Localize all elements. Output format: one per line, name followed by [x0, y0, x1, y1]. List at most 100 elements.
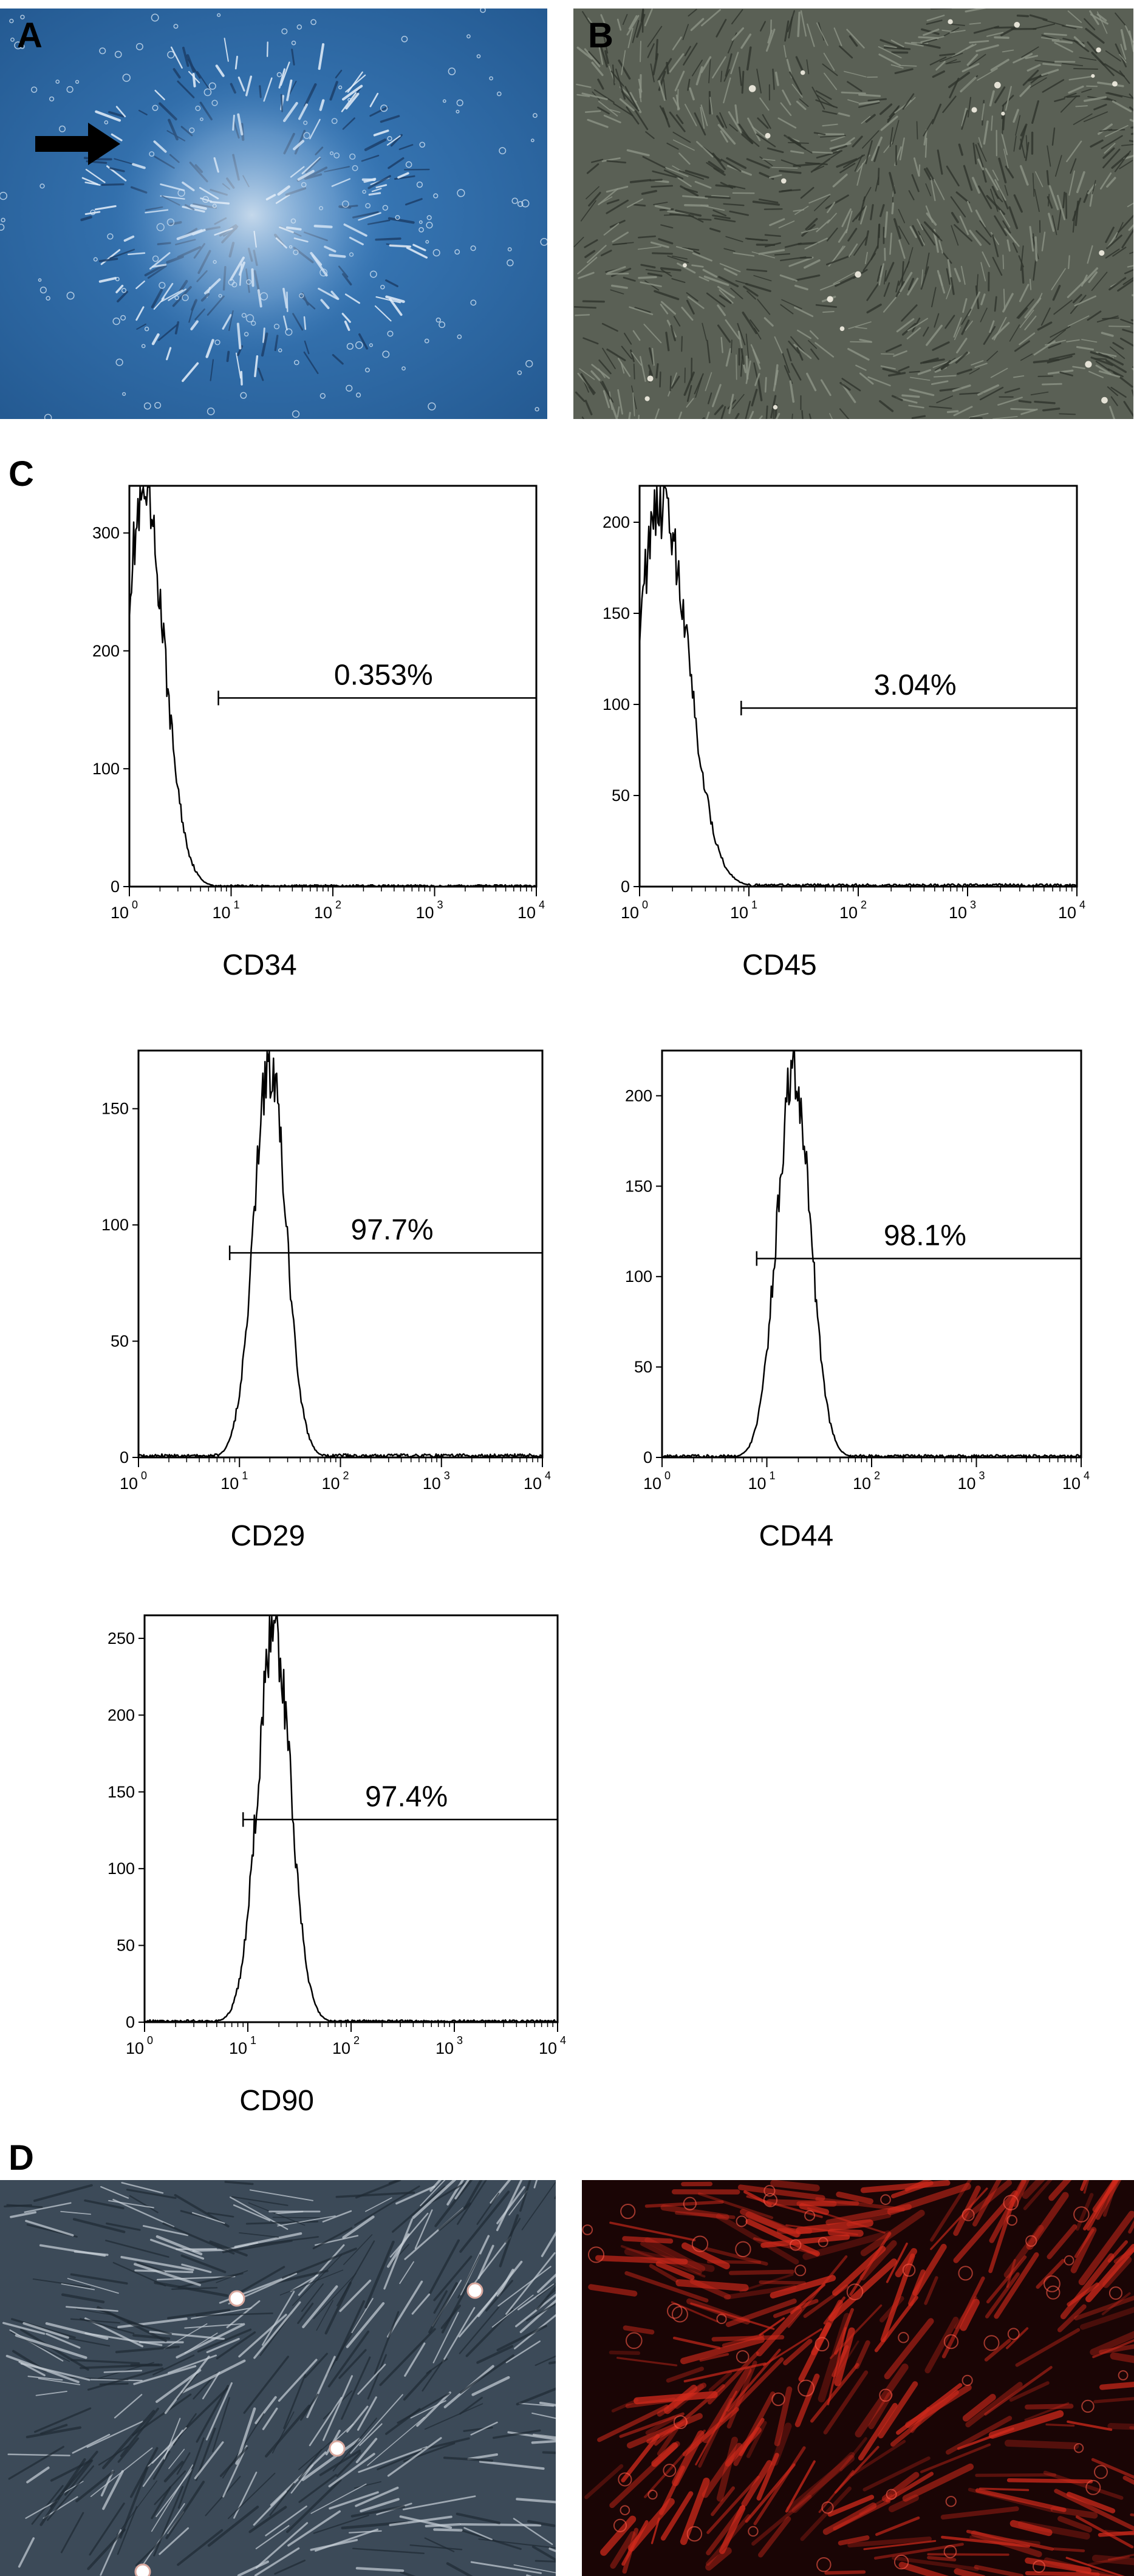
- panel-b-image: [573, 9, 1133, 419]
- gate-percentage-label: 97.4%: [365, 1780, 448, 1813]
- x-tick-base: 10: [730, 904, 748, 922]
- x-tick-exponent: 3: [437, 899, 443, 911]
- x-tick-base: 10: [524, 1474, 542, 1493]
- x-tick-exponent: 2: [354, 2034, 360, 2046]
- x-tick-exponent: 1: [770, 1470, 776, 1482]
- panel-label-c: C: [9, 454, 34, 494]
- panel-d-brightfield-image: [0, 2180, 556, 2576]
- x-tick-base: 10: [517, 904, 536, 922]
- y-tick-label: 200: [108, 1706, 135, 1724]
- marker-label: CD34: [222, 949, 297, 981]
- plot-frame: [638, 485, 1078, 888]
- panel-a-image: [0, 9, 547, 419]
- histogram-cd90: 0 50 100 150 200 250 10 0 10 1 10 2 10 3 10 4 97.4% CD90: [67, 1609, 577, 2131]
- x-tick-exponent: 2: [335, 899, 341, 911]
- x-tick-base: 10: [957, 1474, 975, 1493]
- x-tick-exponent: 0: [132, 899, 138, 911]
- x-tick-base: 10: [229, 2039, 247, 2057]
- panel-a-micrograph: [0, 9, 547, 419]
- histogram-cd29: 0 50 100 150 10 0 10 1 10 2 10 3 10 4 97.7% CD29: [49, 1044, 559, 1567]
- y-tick-label: 200: [625, 1086, 652, 1105]
- x-tick-base: 10: [539, 2039, 557, 2057]
- plot-frame: [143, 1614, 559, 2023]
- panel-label-d: D: [9, 2138, 34, 2178]
- y-tick-label: 250: [108, 1629, 135, 1647]
- y-tick-label: 50: [111, 1332, 129, 1351]
- gate-percentage-label: 97.7%: [351, 1214, 434, 1246]
- x-tick-exponent: 4: [539, 899, 545, 911]
- x-tick-exponent: 3: [979, 1470, 985, 1482]
- x-tick-exponent: 1: [242, 1470, 248, 1482]
- x-tick-exponent: 3: [457, 2034, 463, 2046]
- y-tick-label: 50: [612, 786, 630, 805]
- x-tick-base: 10: [621, 904, 639, 922]
- x-tick-base: 10: [415, 904, 434, 922]
- marker-label: CD45: [742, 949, 817, 981]
- x-tick-exponent: 4: [560, 2034, 566, 2046]
- histogram-trace: [638, 486, 1078, 888]
- y-tick-label: 200: [92, 642, 120, 660]
- x-tick-base: 10: [853, 1474, 871, 1493]
- gate-percentage-label: 0.353%: [334, 659, 433, 691]
- plot-frame: [661, 1049, 1082, 1459]
- marker-label: CD44: [759, 1520, 833, 1552]
- histogram-trace: [661, 1051, 1082, 1459]
- panel-label-b: B: [588, 16, 613, 55]
- x-tick-exponent: 1: [234, 899, 240, 911]
- x-tick-exponent: 2: [861, 899, 867, 911]
- panel-d-fluorescence-image: [582, 2180, 1134, 2576]
- x-tick-base: 10: [126, 2039, 144, 2057]
- y-tick-label: 0: [111, 877, 120, 896]
- x-tick-exponent: 4: [1084, 1470, 1090, 1482]
- x-tick-base: 10: [212, 904, 230, 922]
- x-tick-base: 10: [314, 904, 332, 922]
- x-tick-base: 10: [111, 904, 129, 922]
- x-tick-base: 10: [332, 2039, 350, 2057]
- x-tick-exponent: 2: [343, 1470, 349, 1482]
- x-tick-exponent: 4: [545, 1470, 551, 1482]
- y-tick-label: 150: [101, 1100, 129, 1118]
- y-tick-label: 100: [625, 1267, 652, 1286]
- y-tick-label: 0: [126, 2013, 135, 2031]
- x-tick-base: 10: [1062, 1474, 1081, 1493]
- x-tick-base: 10: [1058, 904, 1076, 922]
- x-tick-base: 10: [321, 1474, 340, 1493]
- panel-d-brightfield-micrograph: [0, 2180, 556, 2576]
- y-tick-label: 0: [643, 1448, 652, 1467]
- y-tick-label: 100: [108, 1859, 135, 1878]
- x-tick-exponent: 2: [874, 1470, 880, 1482]
- marker-label: CD90: [239, 2085, 314, 2117]
- x-tick-exponent: 0: [147, 2034, 153, 2046]
- histogram-trace: [137, 1051, 543, 1459]
- x-tick-base: 10: [839, 904, 858, 922]
- gate-percentage-label: 98.1%: [884, 1219, 966, 1252]
- y-tick-label: 50: [117, 1937, 135, 1955]
- panel-b-micrograph: [573, 9, 1133, 419]
- y-tick-label: 150: [625, 1177, 652, 1195]
- y-tick-label: 0: [120, 1448, 129, 1467]
- y-tick-label: 150: [108, 1783, 135, 1801]
- x-tick-exponent: 3: [444, 1470, 450, 1482]
- plot-frame: [137, 1049, 544, 1459]
- panel-d-fluorescence-micrograph: [582, 2180, 1134, 2576]
- x-tick-exponent: 1: [250, 2034, 256, 2046]
- histogram-trace: [144, 1615, 559, 2023]
- histogram-cd34: 0 100 200 300 10 0 10 1 10 2 10 3 10 4 0.353% CD34: [49, 480, 559, 996]
- y-tick-label: 0: [621, 877, 630, 896]
- x-tick-exponent: 0: [141, 1470, 147, 1482]
- plot-frame: [128, 485, 538, 888]
- histogram-cd44: 0 50 100 150 200 10 0 10 1 10 2 10 3 10 4 98.1% CD44: [583, 1044, 1118, 1567]
- y-tick-label: 100: [603, 695, 630, 714]
- y-tick-label: 200: [603, 513, 630, 531]
- marker-label: CD29: [230, 1520, 305, 1552]
- y-tick-label: 100: [101, 1216, 129, 1234]
- gate-percentage-label: 3.04%: [874, 669, 957, 701]
- y-tick-label: 100: [92, 760, 120, 778]
- x-tick-base: 10: [423, 1474, 441, 1493]
- right-arrow-icon: [35, 123, 120, 165]
- x-tick-base: 10: [949, 904, 967, 922]
- panel-label-a: A: [17, 16, 43, 55]
- y-tick-label: 50: [634, 1358, 652, 1376]
- x-tick-base: 10: [643, 1474, 661, 1493]
- x-tick-base: 10: [220, 1474, 239, 1493]
